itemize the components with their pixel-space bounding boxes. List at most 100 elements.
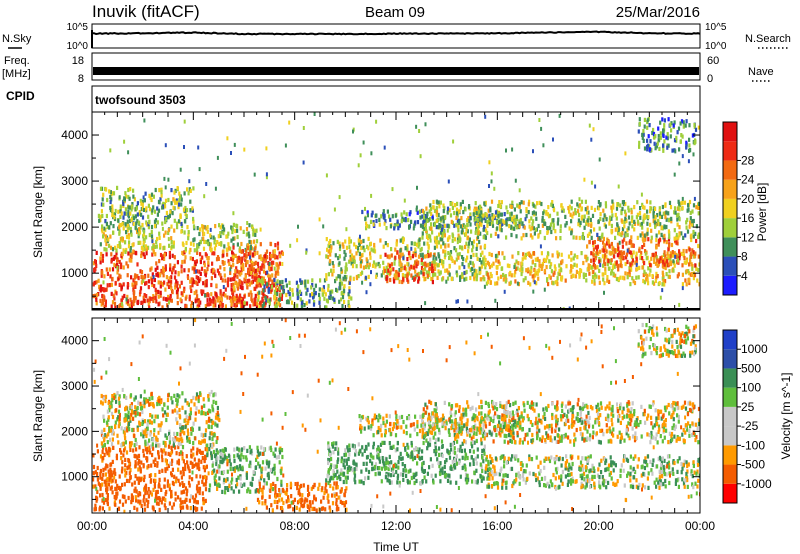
heatmap-cell [245, 260, 248, 265]
heatmap-cell [673, 210, 676, 215]
heatmap-cell [594, 245, 598, 250]
heatmap-cell [665, 240, 668, 245]
heatmap-cell [483, 224, 486, 229]
heatmap-cell [525, 268, 528, 273]
heatmap-cell [199, 252, 202, 257]
heatmap-cell [111, 394, 114, 399]
heatmap-cell [697, 254, 700, 259]
heatmap-cell [610, 228, 613, 233]
heatmap-cell [615, 216, 618, 221]
heatmap-cell [443, 215, 447, 221]
heatmap-cell [635, 275, 638, 280]
heatmap-cell [273, 289, 276, 294]
heatmap-cell [115, 399, 118, 404]
heatmap-cell [494, 231, 497, 236]
heatmap-cell [152, 249, 155, 255]
heatmap-cell [639, 206, 642, 211]
heatmap-cell [611, 199, 614, 204]
noise-right-tick-bottom: 10^0 [705, 41, 727, 52]
heatmap-cell [549, 264, 552, 269]
heatmap-cell [129, 219, 132, 224]
heatmap-cell [104, 234, 107, 239]
heatmap-cell [239, 285, 242, 290]
heatmap-cell [124, 436, 127, 441]
heatmap-cell [624, 201, 627, 207]
heatmap-cell [113, 500, 116, 505]
heatmap-cell [201, 291, 204, 296]
heatmap-cell [603, 255, 606, 260]
heatmap-cell [666, 143, 669, 148]
heatmap-cell [349, 254, 352, 259]
heatmap-cell [599, 216, 602, 222]
heatmap-cell [324, 305, 327, 310]
heatmap-cell [683, 255, 686, 261]
heatmap-cell [641, 202, 644, 207]
heatmap-cell [130, 232, 133, 237]
heatmap-cell [189, 407, 192, 412]
heatmap-cell [227, 245, 230, 251]
heatmap-cell [253, 251, 256, 257]
heatmap-cell [694, 231, 697, 236]
heatmap-cell [386, 243, 389, 248]
heatmap-cell [611, 269, 614, 274]
heatmap-cell [122, 226, 125, 231]
heatmap-cell [234, 304, 237, 309]
heatmap-cell [550, 269, 553, 274]
heatmap-cell [112, 230, 115, 235]
beam-title: Beam 09 [365, 4, 425, 21]
heatmap-cell [224, 486, 227, 491]
heatmap-cell [284, 143, 287, 148]
heatmap-cell [687, 269, 690, 274]
heatmap-cell [137, 499, 140, 504]
heatmap-cell [388, 214, 391, 219]
heatmap-cell [146, 441, 150, 446]
heatmap-cell [389, 267, 392, 272]
heatmap-cell [103, 274, 106, 279]
heatmap-cell [213, 240, 216, 245]
heatmap-cell [142, 229, 145, 234]
heatmap-cell [184, 486, 187, 491]
heatmap-cell [236, 453, 239, 458]
heatmap-cell [105, 486, 108, 491]
heatmap-cell [534, 269, 537, 274]
heatmap-cell [629, 282, 632, 287]
heatmap-cell [469, 260, 472, 265]
heatmap-cell [236, 274, 239, 279]
heatmap-cell [305, 291, 308, 296]
heatmap-cell [618, 250, 621, 255]
heatmap-cell [486, 223, 489, 228]
heatmap-cell [203, 260, 206, 265]
heatmap-cell [673, 263, 676, 268]
heatmap-cell [435, 225, 438, 230]
heatmap-cell [588, 240, 591, 245]
heatmap-cell [204, 428, 208, 433]
heatmap-cell [243, 253, 246, 258]
heatmap-cell [513, 265, 516, 270]
heatmap-cell [670, 216, 673, 221]
heatmap-cell [393, 261, 396, 266]
heatmap-cell [427, 262, 430, 267]
heatmap-cell [658, 209, 661, 214]
heatmap-cell [515, 234, 518, 239]
frequency-panel: Freq. [MHz] 18 8 60 0 Nave [2, 52, 774, 85]
heatmap-cell [135, 221, 138, 226]
heatmap-cell [490, 171, 493, 176]
heatmap-cell [369, 255, 372, 260]
heatmap-cell [216, 410, 219, 415]
heatmap-cell [425, 214, 429, 219]
heatmap-cell [390, 247, 393, 252]
heatmap-cell [530, 254, 533, 259]
heatmap-cell [643, 237, 646, 243]
heatmap-cell [139, 406, 143, 411]
velocity-heatmap [92, 318, 700, 513]
heatmap-cell [598, 249, 602, 254]
heatmap-cell [447, 179, 450, 184]
heatmap-cell [256, 268, 259, 273]
heatmap-cell [219, 289, 222, 294]
heatmap-cell [414, 269, 417, 274]
heatmap-cell [364, 275, 367, 280]
heatmap-cell [176, 401, 179, 406]
heatmap-cell [279, 280, 282, 285]
heatmap-cell [455, 215, 458, 220]
heatmap-cell [398, 255, 401, 260]
